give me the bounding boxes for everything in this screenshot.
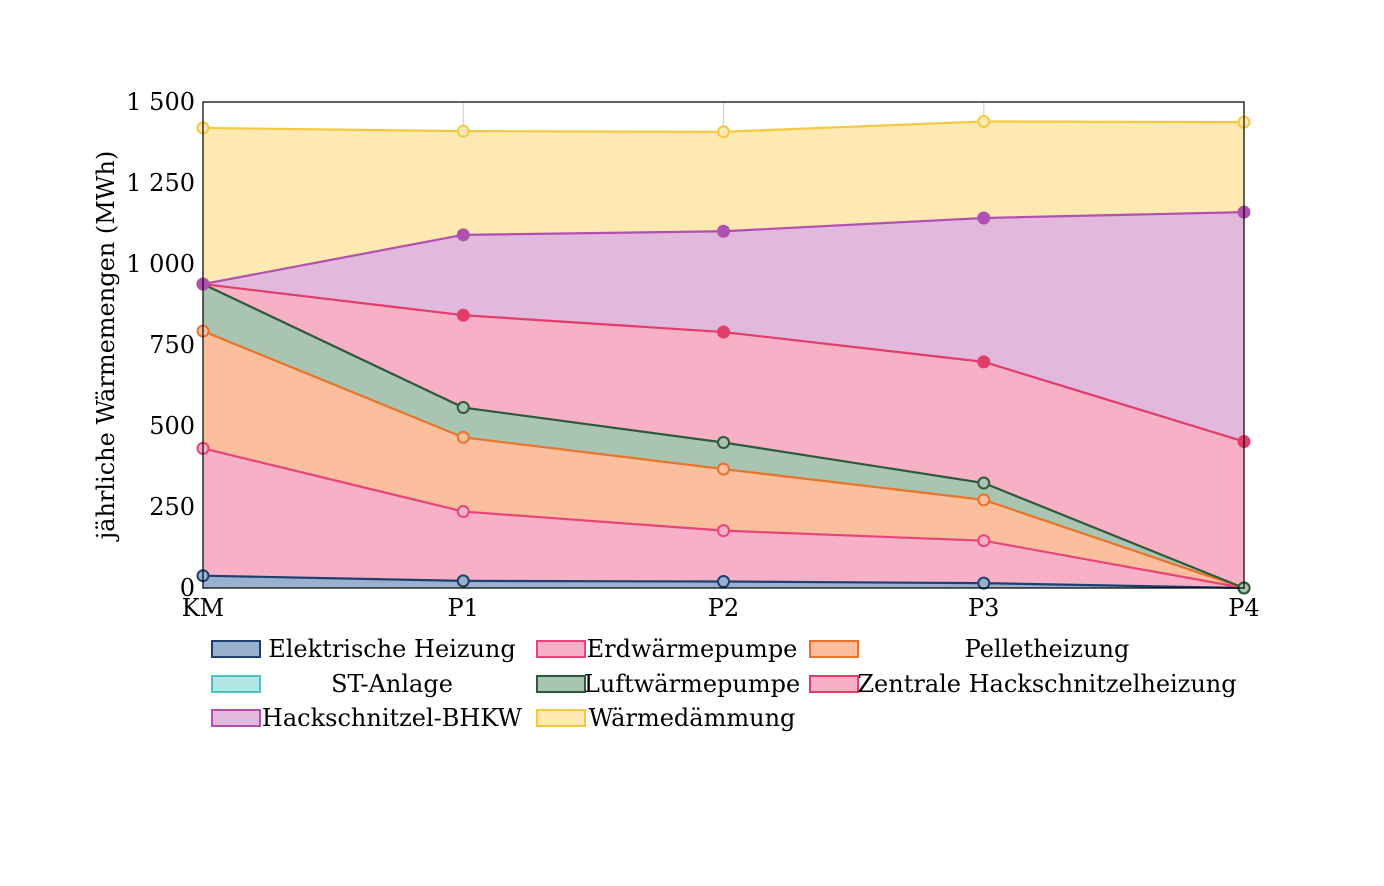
y-tick-label: 250: [149, 493, 195, 521]
legend-swatch-zentrale-hackschnitzelheizung: [809, 675, 859, 693]
legend-swatch-luftwärmepumpe: [536, 675, 586, 693]
point-pelletheizung: [456, 430, 470, 444]
legend-label-hackschnitzel-bhkw: Hackschnitzel-BHKW: [262, 704, 522, 732]
x-tick-label: KM: [182, 594, 225, 622]
y-tick-label: 1 500: [126, 88, 195, 116]
point-zentrale-hackschnitzelheizung: [456, 308, 470, 322]
x-tick-label: P3: [968, 594, 999, 622]
legend-swatch-hackschnitzel-bhkw: [211, 709, 261, 727]
y-tick-label: 1 250: [126, 169, 195, 197]
legend: Elektrische Heizung Erdwärmepumpe Pellethe…: [211, 635, 1237, 732]
point-pelletheizung: [717, 462, 730, 476]
point-erdwärmepumpe: [456, 505, 470, 519]
y-axis-label: jährliche Wärmemengen (MWh): [92, 151, 120, 543]
area-series: [203, 121, 1244, 588]
point-luftwärmepumpe: [717, 436, 730, 450]
point-elektrische-heizung: [977, 576, 991, 590]
point-elektrische-heizung: [456, 574, 470, 588]
legend-swatch-elektrische-heizung: [211, 640, 261, 658]
area-erdwärmepumpe: [203, 448, 1244, 588]
legend-label-luftwärmepumpe: Luftwärmepumpe: [584, 670, 800, 698]
point-hackschnitzel-bhkw: [456, 228, 470, 242]
point-zentrale-hackschnitzelheizung: [717, 325, 730, 339]
point-erdwärmepumpe: [717, 524, 730, 538]
point-wärmedämmung: [456, 124, 470, 138]
y-tick-labels: 0 250 500 750 1 000 1 250 1 500: [126, 88, 195, 602]
point-erdwärmepumpe: [977, 534, 991, 548]
point-hackschnitzel-bhkw: [977, 211, 991, 225]
legend-swatch-erdwärmepumpe: [536, 640, 586, 658]
x-tick-label: P2: [708, 594, 739, 622]
point-elektrische-heizung: [717, 575, 730, 589]
point-luftwärmepumpe: [977, 476, 991, 490]
legend-swatch-st-anlage: [211, 675, 261, 693]
legend-label-erdwärmepumpe: Erdwärmepumpe: [587, 635, 798, 663]
point-hackschnitzel-bhkw: [717, 224, 730, 238]
x-tick-label: P1: [448, 594, 479, 622]
legend-label-wärmedämmung: Wärmedämmung: [589, 704, 796, 732]
point-pelletheizung: [977, 493, 991, 507]
point-luftwärmepumpe: [456, 401, 470, 415]
plot-frame: [202, 101, 1245, 589]
x-tick-label: P4: [1228, 594, 1259, 622]
y-tick-label: 750: [149, 331, 195, 359]
legend-label-pelletheizung: Pelletheizung: [965, 635, 1130, 663]
point-wärmedämmung: [717, 125, 730, 139]
legend-label-st-anlage: ST-Anlage: [331, 670, 453, 698]
legend-swatch-pelletheizung: [809, 640, 859, 658]
legend-label-elektrische-heizung: Elektrische Heizung: [268, 635, 516, 663]
x-tick-labels: KM P1 P2 P3 P4: [182, 594, 1260, 622]
area-pelletheizung: [203, 331, 1244, 588]
point-wärmedämmung: [977, 114, 991, 128]
y-tick-label: 1 000: [126, 250, 195, 278]
legend-label-zentrale-hackschnitzelheizung: Zentrale Hackschnitzelheizung: [857, 670, 1236, 698]
y-tick-label: 500: [149, 412, 195, 440]
legend-swatch-wärmedämmung: [536, 709, 586, 727]
point-zentrale-hackschnitzelheizung: [977, 355, 991, 369]
y-tick-label: 0: [180, 574, 195, 602]
area-wärmedämmung: [203, 121, 1244, 285]
